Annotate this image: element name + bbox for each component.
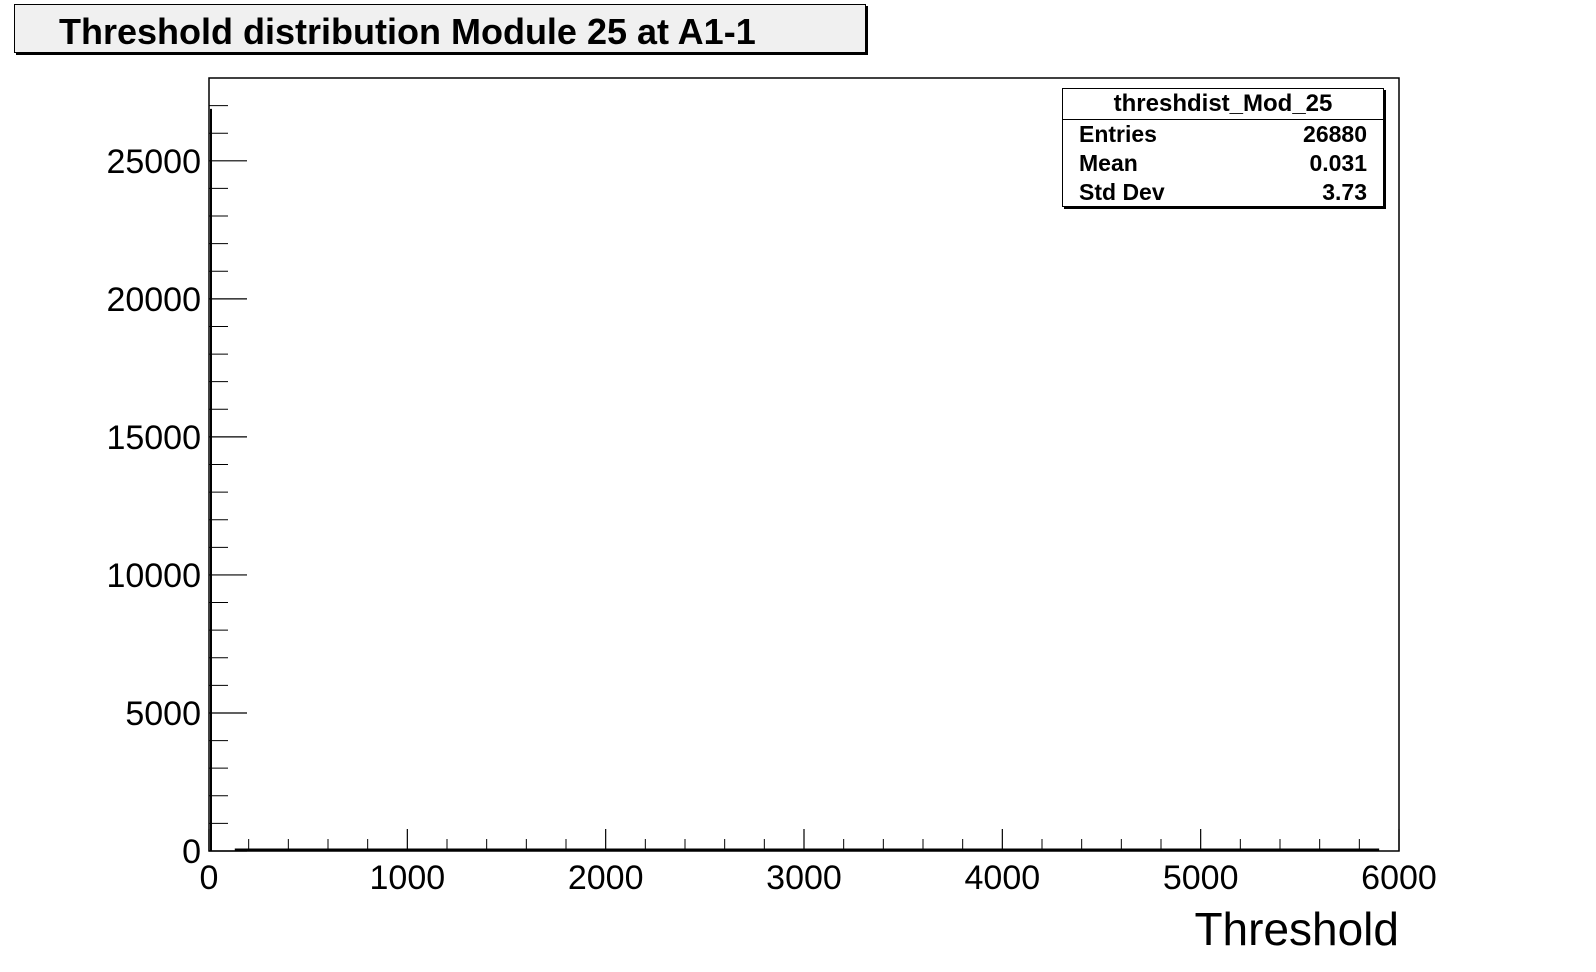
y-tick-label: 20000 — [106, 281, 201, 319]
stats-value: 26880 — [1303, 121, 1367, 147]
x-tick-label: 6000 — [1361, 859, 1437, 897]
y-tick-label: 0 — [182, 833, 201, 871]
x-axis-label: Threshold — [1194, 903, 1399, 955]
x-tick-label: 3000 — [766, 859, 842, 897]
y-tick-label: 5000 — [125, 695, 201, 733]
x-axis: 0 1000 2000 3000 4000 5000 6000 — [200, 829, 1437, 897]
stats-box: threshdist_Mod_25 Entries 26880 Mean 0.0… — [1062, 88, 1384, 207]
y-axis: 0 5000 10000 15000 20000 25000 — [106, 77, 247, 871]
histogram-marks — [210, 108, 1380, 852]
x-tick-label: 2000 — [568, 859, 644, 897]
stats-label: Entries — [1079, 121, 1157, 147]
y-tick-label: 25000 — [106, 143, 201, 181]
stats-row-stddev: Std Dev 3.73 — [1063, 178, 1383, 207]
stats-histogram-name: threshdist_Mod_25 — [1063, 89, 1383, 120]
x-tick-label: 5000 — [1163, 859, 1239, 897]
stats-row-mean: Mean 0.031 — [1063, 149, 1383, 178]
x-tick-label: 1000 — [370, 859, 446, 897]
x-tick-label: 0 — [200, 859, 219, 897]
stats-label: Std Dev — [1079, 179, 1165, 205]
chart-title-box: Threshold distribution Module 25 at A1-1 — [14, 4, 866, 53]
stats-value: 0.031 — [1309, 150, 1367, 176]
stats-row-entries: Entries 26880 — [1063, 120, 1383, 149]
stats-value: 3.73 — [1322, 179, 1367, 205]
stats-label: Mean — [1079, 150, 1138, 176]
y-tick-label: 15000 — [106, 419, 201, 457]
chart-title: Threshold distribution Module 25 at A1-1 — [59, 11, 756, 52]
x-tick-label: 4000 — [965, 859, 1041, 897]
y-tick-label: 10000 — [106, 557, 201, 595]
